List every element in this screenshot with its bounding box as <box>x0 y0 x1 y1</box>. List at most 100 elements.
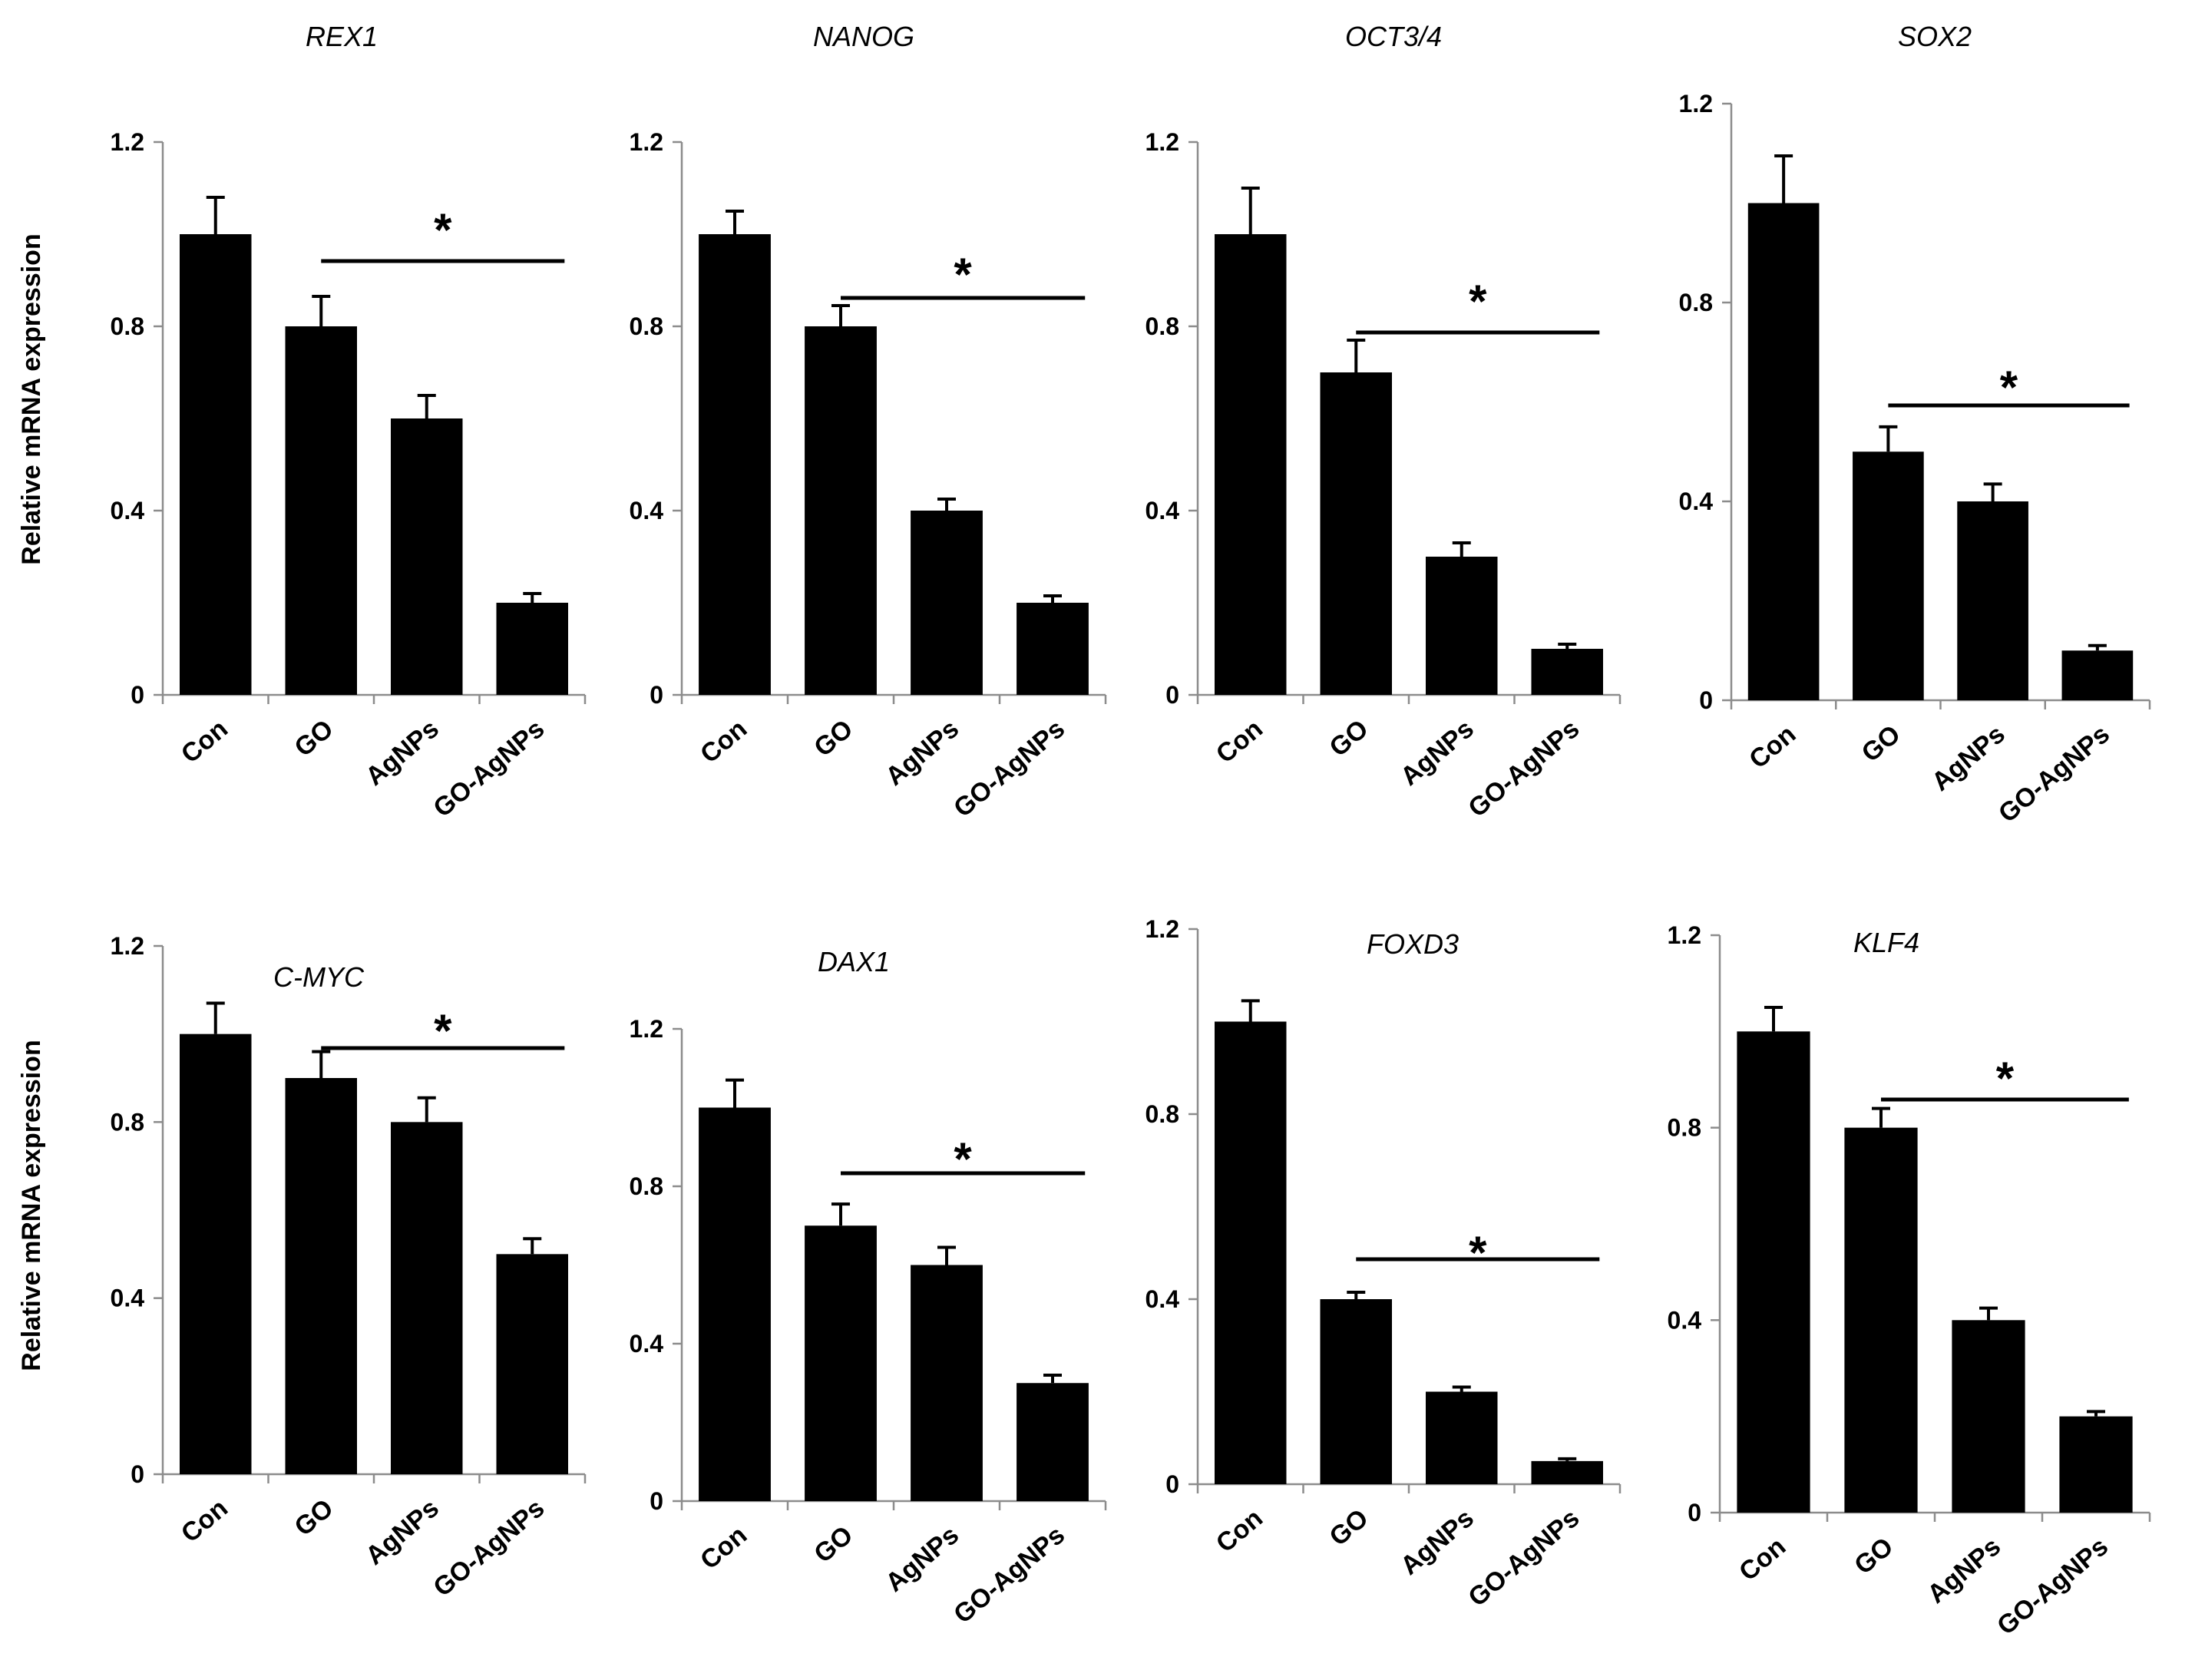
bar-con <box>699 1107 771 1501</box>
y-tick-label: 0 <box>131 1460 144 1488</box>
y-axis-label-top-row: Relative mRNA expression <box>17 233 46 564</box>
y-tick-label: 0.8 <box>1668 1114 1701 1142</box>
bar-go-agnps <box>1531 1460 1603 1484</box>
chart-title-sox2: SOX2 <box>1898 21 1972 52</box>
y-tick-label: 1.2 <box>630 128 663 156</box>
chart-title-dax1: DAX1 <box>818 946 890 977</box>
x-category-label: Con <box>695 1520 752 1576</box>
y-tick-label: 1.2 <box>1145 128 1179 156</box>
x-category-label: GO <box>1856 719 1906 768</box>
y-tick-label: 0 <box>1688 1499 1701 1526</box>
bar-go-agnps <box>2059 1416 2133 1513</box>
x-category-label: AgNPs <box>360 1493 445 1571</box>
bar-agnps <box>1957 501 2028 700</box>
x-category-label: GO <box>808 1520 858 1569</box>
x-category-label: AgNPs <box>1395 714 1479 792</box>
x-category-label: Con <box>695 714 752 769</box>
bar-agnps <box>1426 557 1498 695</box>
y-tick-label: 0.8 <box>111 1108 144 1136</box>
y-tick-label: 0 <box>650 681 663 709</box>
significance-star: * <box>954 1133 972 1185</box>
bar-go-agnps <box>1531 649 1603 695</box>
chart-title-klf4: KLF4 <box>1853 927 1919 958</box>
bar-con <box>1747 203 1820 700</box>
bar-con <box>1737 1031 1810 1513</box>
x-category-label: GO <box>1324 1503 1374 1552</box>
bar-agnps <box>911 511 983 695</box>
x-category-label: Con <box>176 714 233 769</box>
bar-go-agnps <box>1017 1383 1089 1501</box>
chart-title-nanog: NANOG <box>813 21 914 52</box>
x-category-label: GO-AgNPs <box>948 1520 1070 1629</box>
chart-title-c-myc: C-MYC <box>273 961 365 993</box>
significance-star: * <box>1469 276 1487 327</box>
y-tick-label: 0.4 <box>1668 1306 1702 1334</box>
bar-agnps <box>391 1122 463 1474</box>
x-category-label: GO <box>289 1493 339 1542</box>
y-tick-label: 0 <box>1165 1470 1179 1498</box>
bar-con <box>1215 234 1287 695</box>
x-category-label: AgNPs <box>880 1520 964 1598</box>
bar-go <box>1844 1127 1918 1513</box>
chart-title-foxd3: FOXD3 <box>1367 928 1459 960</box>
y-tick-label: 0.8 <box>630 1172 663 1200</box>
y-tick-label: 0.8 <box>1679 289 1713 316</box>
x-category-label: GO-AgNPs <box>1992 1532 2114 1641</box>
x-category-label: Con <box>1211 714 1268 769</box>
y-tick-label: 0.4 <box>111 1285 145 1312</box>
significance-star: * <box>434 1005 452 1057</box>
y-tick-label: 0.4 <box>1145 497 1180 524</box>
x-category-label: AgNPs <box>1926 719 2011 797</box>
y-tick-label: 1.2 <box>111 932 144 960</box>
y-tick-label: 0 <box>650 1487 663 1515</box>
significance-star: * <box>1469 1227 1487 1278</box>
significance-star: * <box>434 204 452 256</box>
y-tick-label: 0.8 <box>630 313 663 340</box>
bar-go-agnps <box>1017 603 1089 695</box>
bar-go-agnps <box>496 603 568 695</box>
bar-go <box>1320 1299 1392 1484</box>
bar-go <box>805 326 877 695</box>
x-category-label: Con <box>176 1493 233 1549</box>
chart-title-rex1: REX1 <box>306 21 378 52</box>
y-tick-label: 1.2 <box>1679 90 1713 117</box>
y-tick-label: 0.8 <box>1145 1100 1179 1128</box>
bar-agnps <box>391 418 463 695</box>
bar-agnps <box>1426 1391 1498 1484</box>
bar-go <box>1853 451 1924 700</box>
x-category-label: GO <box>1324 714 1374 762</box>
bar-con <box>699 234 771 695</box>
y-tick-label: 1.2 <box>1668 921 1701 949</box>
y-tick-label: 0 <box>131 681 144 709</box>
x-category-label: GO-AgNPs <box>1993 719 2115 828</box>
x-category-label: Con <box>1211 1503 1268 1559</box>
x-category-label: GO-AgNPs <box>428 1493 550 1602</box>
y-tick-label: 0.8 <box>111 313 144 340</box>
significance-star: * <box>1996 1053 2015 1104</box>
x-category-label: Con <box>1744 719 1801 775</box>
y-tick-label: 0 <box>1165 681 1179 709</box>
y-tick-label: 0.4 <box>1679 488 1714 515</box>
y-tick-label: 1.2 <box>1145 915 1179 943</box>
x-category-label: Con <box>1734 1532 1791 1587</box>
bar-con <box>1215 1021 1287 1484</box>
bar-go-agnps <box>496 1254 568 1474</box>
x-category-label: GO <box>808 714 858 762</box>
bar-agnps <box>911 1265 983 1501</box>
bar-go <box>1320 372 1392 695</box>
y-tick-label: 1.2 <box>630 1015 663 1043</box>
bar-con <box>180 234 252 695</box>
x-category-label: AgNPs <box>880 714 964 792</box>
x-category-label: GO-AgNPs <box>1463 714 1585 823</box>
x-category-label: GO-AgNPs <box>428 714 550 823</box>
significance-star: * <box>954 249 972 300</box>
y-tick-label: 0.4 <box>1145 1285 1180 1313</box>
